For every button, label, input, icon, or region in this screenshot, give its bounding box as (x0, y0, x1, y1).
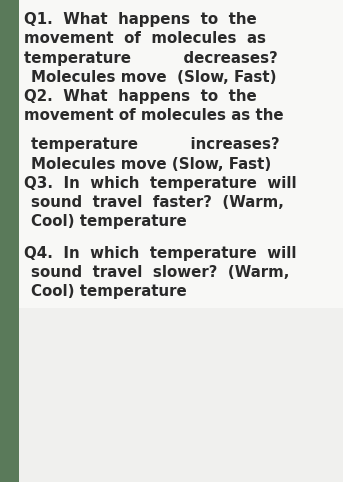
Text: Q1.  What  happens  to  the: Q1. What happens to the (24, 12, 257, 27)
Text: Cool) temperature: Cool) temperature (31, 284, 187, 299)
Text: Molecules move  (Slow, Fast): Molecules move (Slow, Fast) (31, 70, 276, 85)
FancyBboxPatch shape (19, 0, 343, 482)
Text: movement  of  molecules  as: movement of molecules as (24, 31, 266, 46)
Text: Q2.  What  happens  to  the: Q2. What happens to the (24, 89, 257, 104)
Text: movement of molecules as the: movement of molecules as the (24, 108, 284, 123)
Text: Cool) temperature: Cool) temperature (31, 214, 187, 229)
Text: sound  travel  faster?  (Warm,: sound travel faster? (Warm, (31, 195, 284, 210)
FancyBboxPatch shape (19, 0, 343, 308)
Text: Molecules move (Slow, Fast): Molecules move (Slow, Fast) (31, 157, 271, 172)
Text: sound  travel  slower?  (Warm,: sound travel slower? (Warm, (31, 265, 289, 280)
Text: temperature          increases?: temperature increases? (31, 137, 280, 152)
Text: Q3.  In  which  temperature  will: Q3. In which temperature will (24, 176, 297, 191)
Text: Q4.  In  which  temperature  will: Q4. In which temperature will (24, 246, 296, 261)
Text: temperature          decreases?: temperature decreases? (24, 51, 278, 66)
